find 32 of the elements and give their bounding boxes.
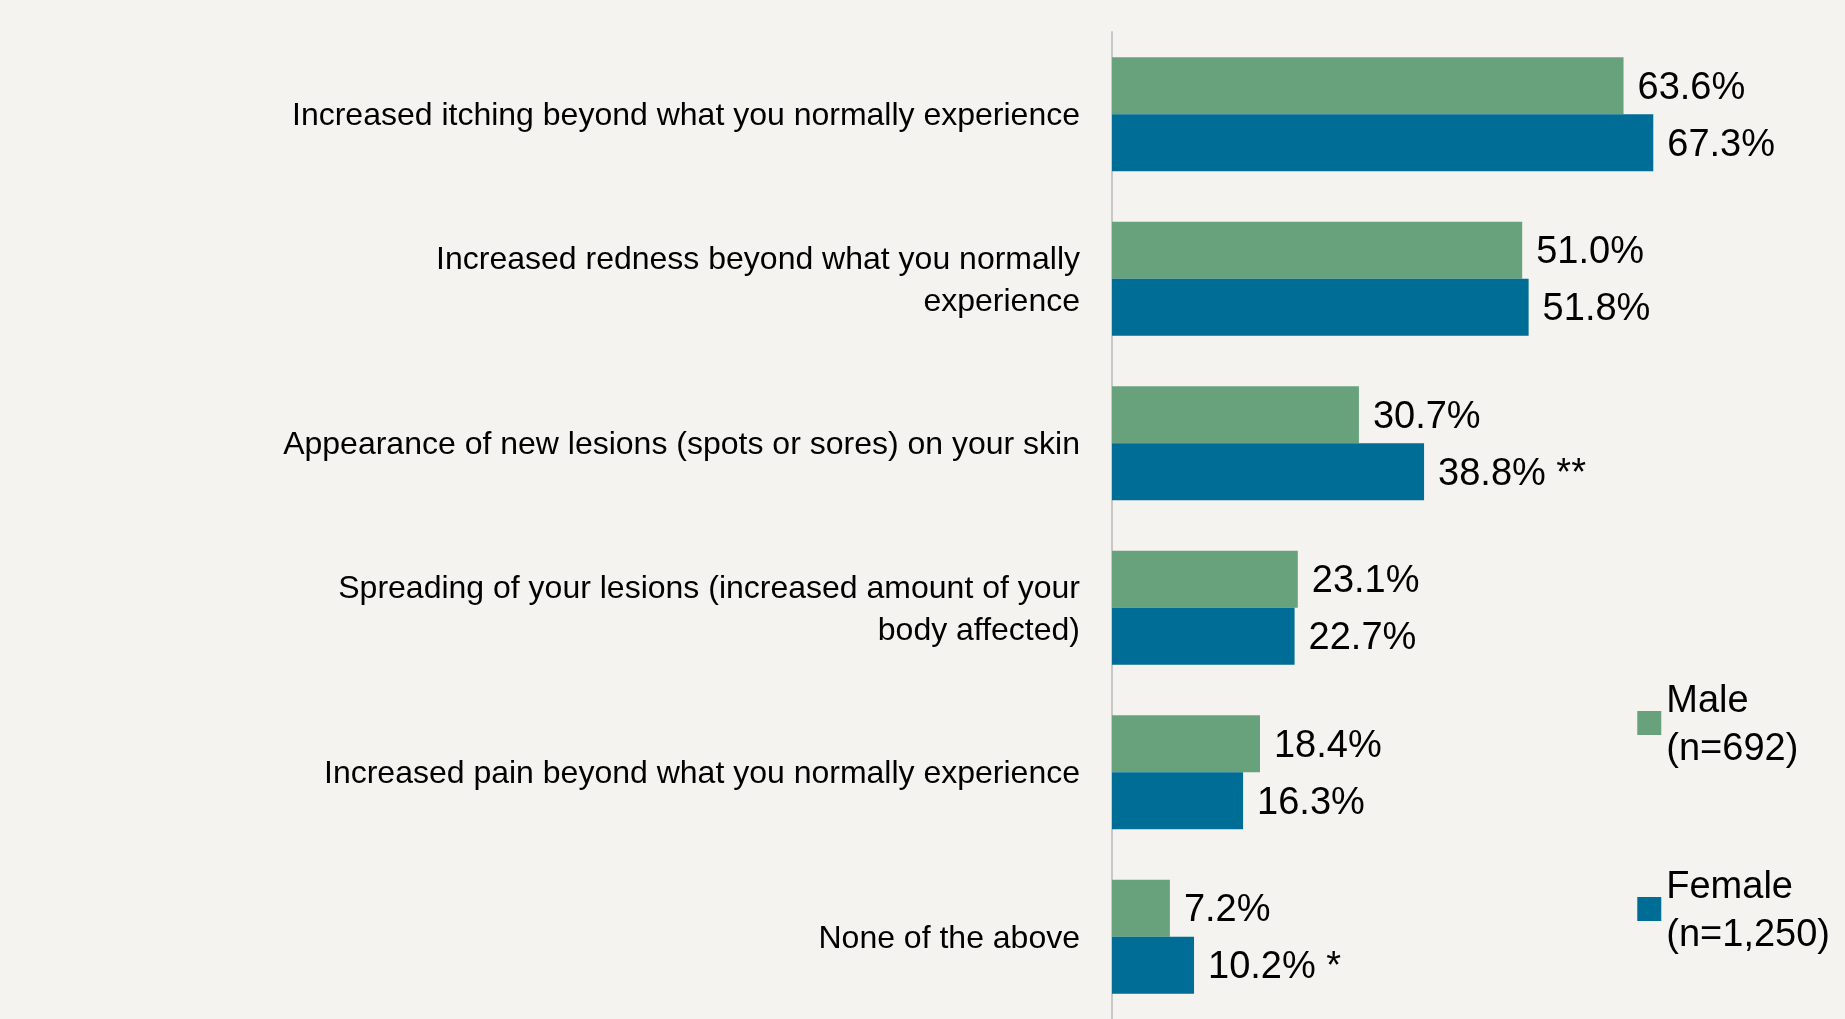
bar: [1112, 57, 1624, 115]
data-label: 51.8%: [1542, 286, 1651, 329]
legend-label: Male (n=692): [1666, 678, 1799, 768]
data-label: 51.0%: [1536, 229, 1644, 272]
data-label: 10.2% *: [1208, 944, 1342, 987]
bar: [1112, 221, 1523, 279]
legend-label: Female (n=1,250): [1666, 864, 1831, 954]
bar: [1112, 278, 1529, 336]
data-label: 63.6%: [1637, 64, 1746, 107]
data-label: 23.1%: [1311, 558, 1420, 601]
bar: [1112, 715, 1260, 773]
y-tick-label: Increased redness beyond what you normally experience: [436, 239, 1080, 318]
y-tick-label: None of the above: [818, 918, 1080, 955]
data-label: 38.8% **: [1438, 450, 1587, 493]
y-tick-label: Appearance of new lesions (spots or sores) on your skin: [283, 425, 1080, 462]
data-label: 16.3%: [1257, 779, 1365, 822]
y-tick-label: Increased pain beyond what you normally experience: [323, 754, 1080, 791]
y-tick-label: Spreading of your lesions (increased amount of your body affected): [338, 568, 1081, 647]
y-tick-label: Increased itching beyond what you normally experience: [291, 96, 1080, 133]
bar: [1112, 386, 1359, 444]
bar: [1112, 114, 1654, 172]
bar: [1112, 936, 1195, 994]
data-label: 18.4%: [1273, 722, 1382, 765]
bar: [1112, 879, 1170, 937]
bar: [1112, 443, 1425, 501]
data-label: 30.7%: [1372, 393, 1481, 436]
data-label: 67.3%: [1667, 121, 1776, 164]
bar: [1112, 772, 1244, 830]
data-label: 7.2%: [1183, 887, 1271, 930]
bar: [1112, 550, 1298, 608]
data-label: 22.7%: [1308, 615, 1417, 658]
bar: [1112, 607, 1295, 665]
